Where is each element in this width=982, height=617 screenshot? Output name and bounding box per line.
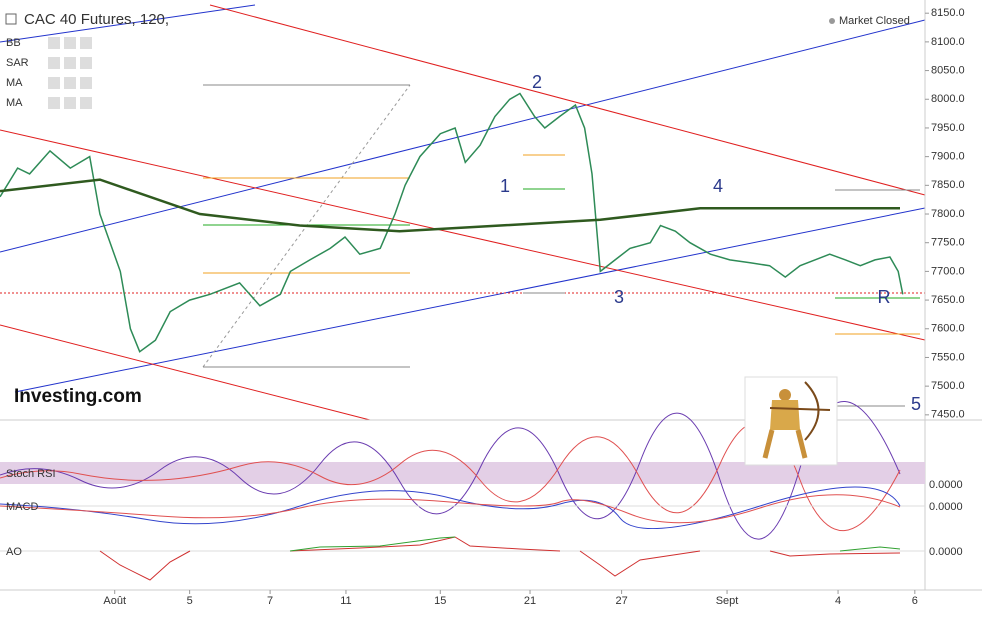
- y-tick-label: 7550.0: [931, 351, 965, 363]
- y-tick-label: 7750.0: [931, 237, 965, 249]
- archer-image: [744, 376, 838, 466]
- x-tick-label: 6: [912, 595, 918, 607]
- y-tick-label: 7500.0: [931, 380, 965, 392]
- x-tick-label: 27: [615, 595, 627, 607]
- wave-label: R: [878, 287, 891, 307]
- indicator-button[interactable]: [48, 77, 60, 89]
- x-tick-label: 11: [340, 595, 351, 607]
- panel-title: AO: [6, 546, 22, 558]
- indicator-button[interactable]: [80, 97, 92, 109]
- indicator-button[interactable]: [64, 97, 76, 109]
- wave-label: 5: [911, 394, 921, 414]
- wave-label: 4: [713, 176, 723, 196]
- panel-title: MACD: [6, 501, 38, 513]
- logo: Investing.com: [14, 386, 142, 407]
- panel-title: Stoch RSI: [6, 468, 56, 480]
- indicator-button[interactable]: [48, 57, 60, 69]
- y-tick-label: 7950.0: [931, 122, 965, 134]
- indicator-button[interactable]: [80, 57, 92, 69]
- indicator-button[interactable]: [64, 57, 76, 69]
- x-tick-label: 15: [434, 595, 446, 607]
- indicator-label: MA: [6, 97, 23, 109]
- indicator-label: BB: [6, 37, 21, 49]
- y-tick-label: 7700.0: [931, 265, 965, 277]
- wave-label: 1: [500, 176, 510, 196]
- macd-line: [0, 494, 901, 524]
- indicator-button[interactable]: [48, 37, 60, 49]
- stoch-band: [0, 462, 925, 484]
- x-tick-label: 5: [187, 595, 193, 607]
- collapse-icon[interactable]: [5, 13, 17, 25]
- panel-tick: 0.0000: [929, 479, 963, 491]
- price-line: [0, 178, 900, 233]
- y-tick-label: 7650.0: [931, 294, 965, 306]
- x-tick-label: Août: [103, 595, 126, 607]
- x-tick-label: 7: [267, 595, 273, 607]
- wave-label: 3: [614, 287, 624, 307]
- y-tick-label: 8150.0: [931, 7, 965, 19]
- ao-bars: [289, 536, 901, 552]
- y-tick-label: 7900.0: [931, 151, 965, 163]
- y-tick-label: 7450.0: [931, 409, 965, 421]
- chart-title: CAC 40 Futures, 120,: [24, 11, 169, 28]
- x-tick-label: Sept: [716, 595, 739, 607]
- indicator-label: SAR: [6, 57, 29, 69]
- indicator-label: MA: [6, 77, 23, 89]
- panel-tick: 0.0000: [929, 546, 963, 558]
- stoch-line: [0, 401, 901, 540]
- y-tick-label: 7600.0: [931, 323, 965, 335]
- indicator-button[interactable]: [80, 77, 92, 89]
- wave-label: 2: [532, 72, 542, 92]
- y-tick-label: 7800.0: [931, 208, 965, 220]
- indicator-button[interactable]: [64, 77, 76, 89]
- market-status: Market Closed: [839, 15, 910, 27]
- status-dot: [829, 18, 835, 24]
- macd-line: [0, 486, 901, 530]
- y-tick-label: 8100.0: [931, 36, 965, 48]
- x-tick-label: 21: [524, 595, 536, 607]
- y-tick-label: 8050.0: [931, 64, 965, 76]
- panel-tick: 0.0000: [929, 501, 963, 513]
- price-line: [0, 92, 904, 353]
- y-tick-label: 7850.0: [931, 179, 965, 191]
- y-tick-label: 8000.0: [931, 93, 965, 105]
- x-tick-label: 4: [835, 595, 841, 607]
- indicator-button[interactable]: [64, 37, 76, 49]
- indicator-button[interactable]: [80, 37, 92, 49]
- indicator-button[interactable]: [48, 97, 60, 109]
